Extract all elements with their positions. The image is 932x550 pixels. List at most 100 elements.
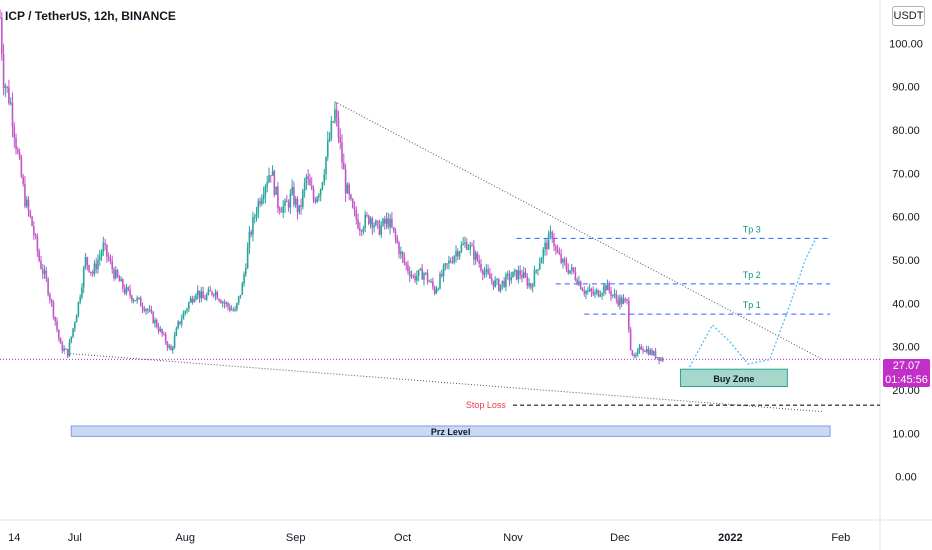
candle-body: [660, 358, 662, 361]
candle-body: [155, 320, 158, 328]
candle-body: [236, 303, 238, 310]
candle-body: [196, 290, 199, 295]
candle-body: [57, 329, 60, 339]
candle-body: [163, 334, 165, 336]
candle-body: [558, 252, 561, 255]
candle-body: [88, 265, 90, 272]
candle-body: [644, 350, 646, 352]
candle-body: [218, 299, 220, 301]
candle-body: [154, 320, 156, 324]
candle-body: [321, 182, 324, 190]
candle-body: [237, 296, 240, 304]
candle-body: [310, 185, 313, 190]
candle-body: [645, 349, 648, 352]
candle-body: [182, 313, 185, 320]
candle-body: [617, 299, 619, 305]
candle-body: [145, 309, 147, 312]
candle-body: [611, 294, 614, 296]
candle-body: [175, 328, 178, 336]
candle-body: [239, 294, 242, 297]
candle-body: [478, 260, 480, 264]
candle-body: [143, 308, 146, 312]
candle-body: [17, 149, 19, 153]
candle-body: [38, 251, 40, 261]
candle-body: [371, 218, 374, 228]
candle-body: [209, 289, 212, 292]
candle-body: [442, 266, 445, 277]
candle-body: [426, 272, 429, 282]
candle-body: [583, 290, 586, 294]
candle-body: [129, 289, 131, 296]
candle-body: [350, 194, 352, 200]
candle-body: [590, 288, 593, 292]
candle-body: [84, 257, 87, 268]
candle-body: [629, 329, 632, 351]
candle-body: [200, 291, 203, 299]
candle-body: [610, 290, 612, 296]
candle-body: [114, 269, 117, 279]
candle-body: [499, 284, 502, 291]
candle-body: [40, 260, 42, 269]
candle-body: [22, 176, 24, 184]
candle-body: [521, 274, 523, 279]
candle-body: [291, 187, 293, 194]
projection-path: [687, 238, 817, 371]
candle-body: [615, 293, 618, 300]
candle-body: [177, 321, 179, 329]
candle-body: [440, 274, 443, 277]
candle-body: [77, 302, 80, 316]
candle-body: [179, 321, 181, 324]
candle-body: [383, 218, 386, 224]
buy-zone-label: Buy Zone: [713, 374, 754, 384]
candle-body: [2, 54, 5, 89]
candle-body: [118, 276, 121, 282]
candle-body: [473, 246, 475, 260]
candle-body: [227, 303, 229, 307]
candle-body: [316, 197, 318, 202]
candle-body: [49, 294, 51, 300]
candle-body: [526, 276, 529, 286]
candle-body: [394, 230, 397, 238]
candle-body: [330, 121, 333, 139]
candle-body: [620, 297, 623, 304]
candle-body: [193, 299, 195, 303]
candle-body: [332, 121, 334, 123]
candle-body: [255, 213, 258, 217]
candle-body: [476, 252, 479, 261]
candle-body: [661, 358, 664, 362]
candle-body: [489, 273, 491, 279]
candle-body: [269, 175, 272, 177]
candle-body: [389, 218, 391, 228]
candle-body: [579, 281, 582, 290]
candle-body: [346, 184, 349, 194]
candle-body: [538, 263, 541, 270]
candle-body: [271, 171, 274, 176]
candle-body: [355, 210, 358, 220]
candle-body: [635, 354, 637, 357]
candle-body: [451, 261, 454, 263]
candle-body: [305, 176, 308, 183]
candle-body: [638, 346, 641, 351]
candle-body: [337, 117, 340, 138]
candle-body: [287, 202, 290, 208]
candle-body: [524, 272, 527, 277]
candle-body: [186, 308, 188, 311]
candle-body: [107, 256, 110, 260]
candle-body: [268, 175, 270, 183]
candle-body: [419, 268, 422, 270]
candle-body: [300, 205, 302, 207]
candle-body: [416, 276, 418, 281]
candle-body: [241, 283, 244, 295]
candle-body: [234, 309, 236, 311]
candle-body: [578, 281, 580, 285]
currency-button[interactable]: USDT: [892, 6, 925, 26]
candle-body: [264, 186, 267, 195]
x-tick-label: Feb: [831, 532, 850, 544]
candle-body: [127, 287, 130, 290]
candle-body: [574, 271, 577, 280]
countdown-timer: 01:45:56: [885, 374, 928, 386]
candle-body: [286, 200, 288, 203]
target-label: Tp 1: [743, 300, 761, 310]
candle-body: [212, 294, 215, 296]
